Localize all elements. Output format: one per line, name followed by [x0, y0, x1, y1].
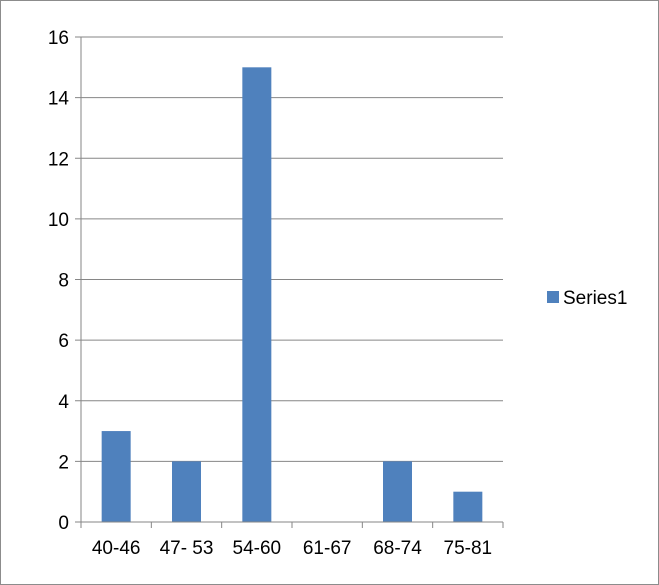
- bar: [242, 67, 272, 522]
- x-tick-label: 54-60: [233, 538, 282, 559]
- y-tick-label: 14: [48, 89, 70, 110]
- gridlines: [81, 36, 503, 462]
- legend: Series1: [547, 288, 627, 309]
- y-tick-label: 2: [58, 452, 69, 473]
- bars: [101, 67, 483, 522]
- x-tick-label: 75-81: [444, 538, 493, 559]
- x-tick-label: 40-46: [92, 538, 141, 559]
- bar: [383, 461, 412, 522]
- x-tick-label: 47- 53: [160, 538, 214, 559]
- bar: [453, 491, 483, 522]
- y-tick-labels: 0 2 4 6 8 10 12 14 16: [48, 28, 70, 534]
- x-tick-label: 68-74: [373, 538, 422, 559]
- legend-swatch: [547, 291, 559, 303]
- y-tick-label: 8: [58, 271, 69, 292]
- x-tick-label: 61-67: [303, 538, 352, 559]
- y-tick-label: 12: [48, 149, 69, 170]
- y-tick-label: 6: [58, 331, 69, 352]
- y-tick-label: 0: [58, 513, 69, 534]
- legend-label: Series1: [563, 288, 627, 309]
- axes: [75, 36, 504, 528]
- x-tick-labels: 40-46 47- 53 54-60 61-67 68-74 75-81: [92, 538, 492, 559]
- y-tick-label: 16: [48, 28, 69, 49]
- bar: [101, 431, 131, 522]
- bar: [172, 461, 201, 522]
- y-tick-label: 4: [58, 392, 69, 413]
- y-tick-label: 10: [48, 210, 69, 231]
